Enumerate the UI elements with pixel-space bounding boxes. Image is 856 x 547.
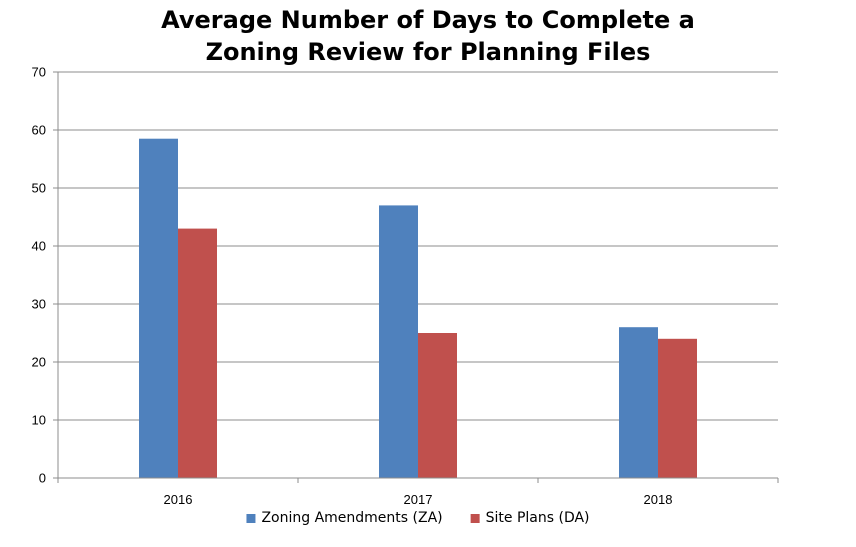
y-tick-label: 60 <box>32 123 46 138</box>
y-tick-label: 10 <box>32 413 46 428</box>
x-tick-label: 2016 <box>164 492 193 507</box>
bar-za-2018 <box>619 327 658 478</box>
legend-item-za: Zoning Amendments (ZA) <box>246 510 443 526</box>
chart-title: Average Number of Days to Complete a Zon… <box>0 4 856 68</box>
chart-title-line-1: Average Number of Days to Complete a <box>161 6 695 34</box>
y-tick-label: 0 <box>39 471 46 486</box>
x-tick-label: 2018 <box>644 492 673 507</box>
y-tick-label: 50 <box>32 181 46 196</box>
y-tick-label: 20 <box>32 355 46 370</box>
legend-swatch <box>470 514 480 523</box>
y-tick-label: 40 <box>32 239 46 254</box>
bar-da-2017 <box>418 333 457 478</box>
legend-label: Zoning Amendments (ZA) <box>261 510 442 526</box>
y-tick-label: 70 <box>32 65 46 80</box>
y-tick-label: 30 <box>32 297 46 312</box>
legend-label: Site Plans (DA) <box>486 510 590 526</box>
bar-da-2016 <box>178 228 217 478</box>
bars <box>139 138 697 478</box>
legend-item-da: Site Plans (DA) <box>470 510 590 526</box>
axes <box>53 71 779 483</box>
bar-za-2017 <box>379 205 418 478</box>
x-tick-label: 2017 <box>404 492 433 507</box>
legend: Zoning Amendments (ZA) Site Plans (DA) <box>246 510 590 526</box>
bar-za-2016 <box>139 138 178 478</box>
bar-da-2018 <box>658 338 697 478</box>
chart-title-line-2: Zoning Review for Planning Files <box>205 38 651 66</box>
tick-labels: 0 10 20 30 40 50 60 70 2016 2017 2018 <box>32 65 673 508</box>
legend-swatch <box>246 514 256 523</box>
